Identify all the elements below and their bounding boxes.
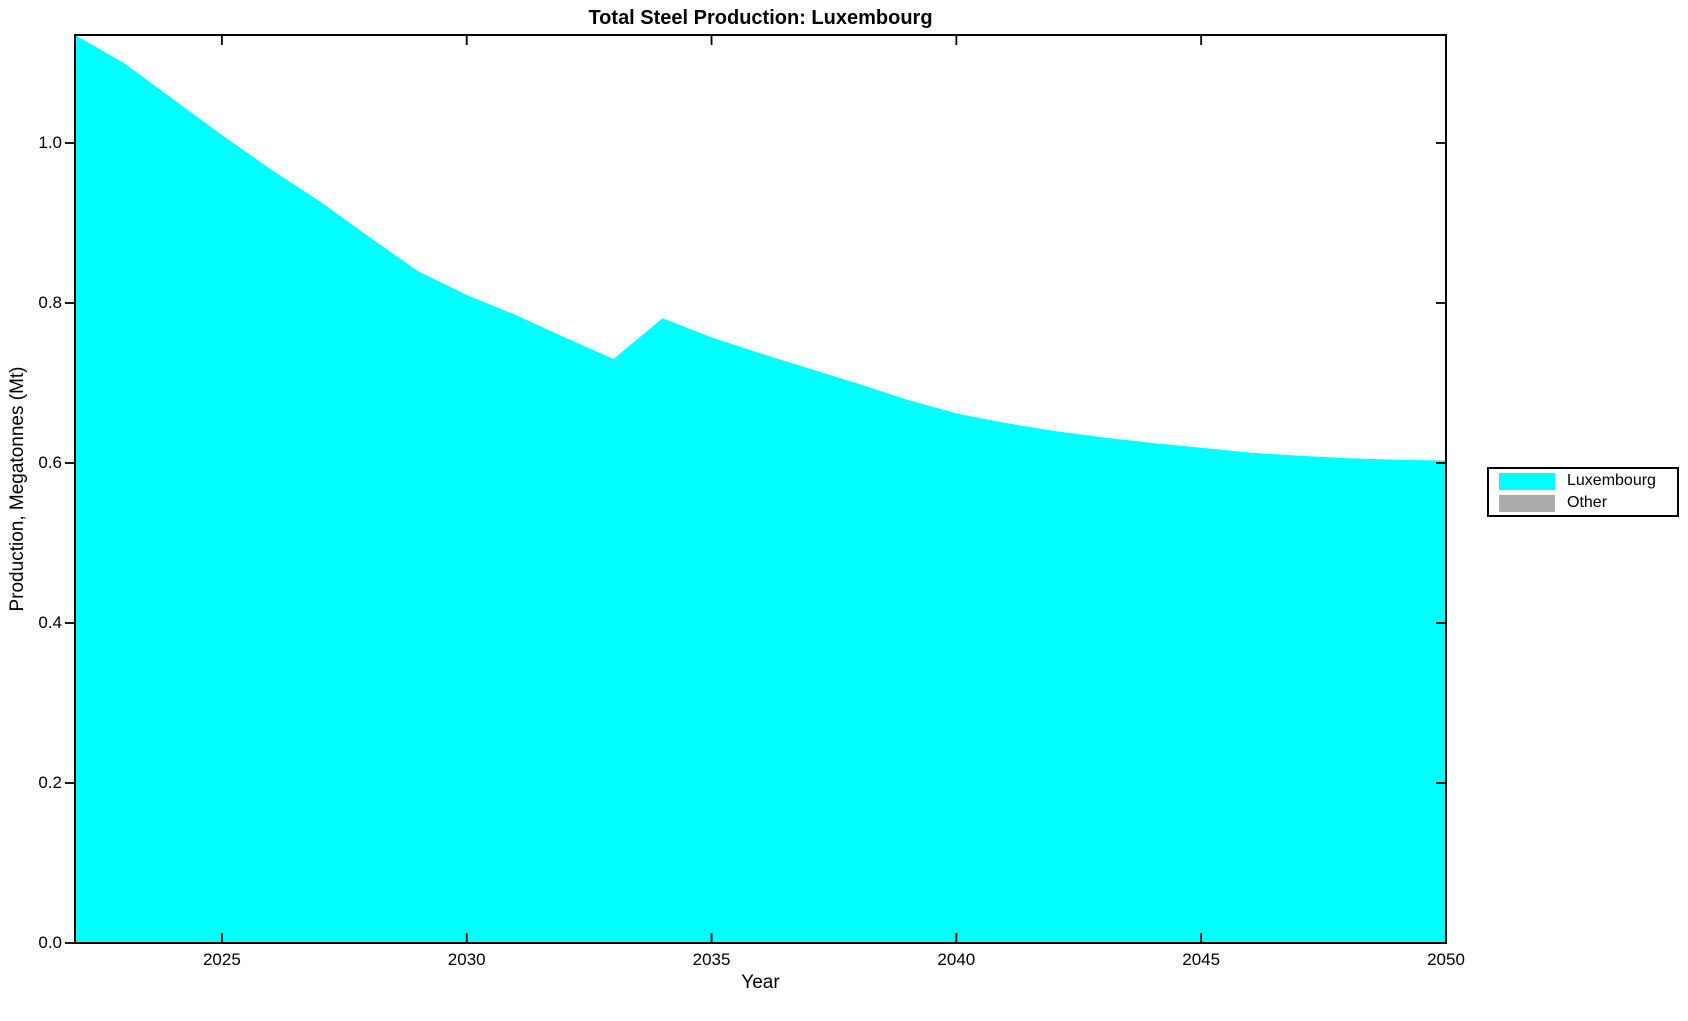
x-tick-label: 2035 <box>692 950 731 969</box>
x-tick-label: 2025 <box>202 950 241 969</box>
x-tick-label: 2030 <box>447 950 486 969</box>
chart-title: Total Steel Production: Luxembourg <box>588 7 933 29</box>
y-tick-label: 0.2 <box>38 773 62 792</box>
axis-box <box>74 34 1447 944</box>
legend-item-label: Luxembourg <box>1567 472 1656 489</box>
y-tick-label: 1.0 <box>38 133 62 152</box>
x-axis-label: Year <box>741 972 780 993</box>
y-tick-label: 0.4 <box>38 613 62 632</box>
area-series-luxembourg <box>75 35 1446 943</box>
x-tick-label: 2040 <box>937 950 976 969</box>
y-tick-label: 0.8 <box>38 293 62 312</box>
legend-item-label: Other <box>1567 494 1608 511</box>
x-tick-label: 2045 <box>1182 950 1221 969</box>
legend: Luxembourg Other <box>1487 467 1679 517</box>
y-axis-label: Production, Megatonnes (Mt) <box>7 366 28 612</box>
legend-item-luxembourg: Luxembourg <box>1489 471 1677 491</box>
other-series-swatch-icon <box>1499 494 1555 512</box>
x-tick-label: 2050 <box>1427 950 1465 969</box>
luxembourg-series-swatch-icon <box>1499 472 1555 490</box>
legend-item-other: Other <box>1489 493 1677 513</box>
y-tick-label: 0.6 <box>38 453 62 472</box>
y-tick-label: 0.0 <box>38 933 62 952</box>
